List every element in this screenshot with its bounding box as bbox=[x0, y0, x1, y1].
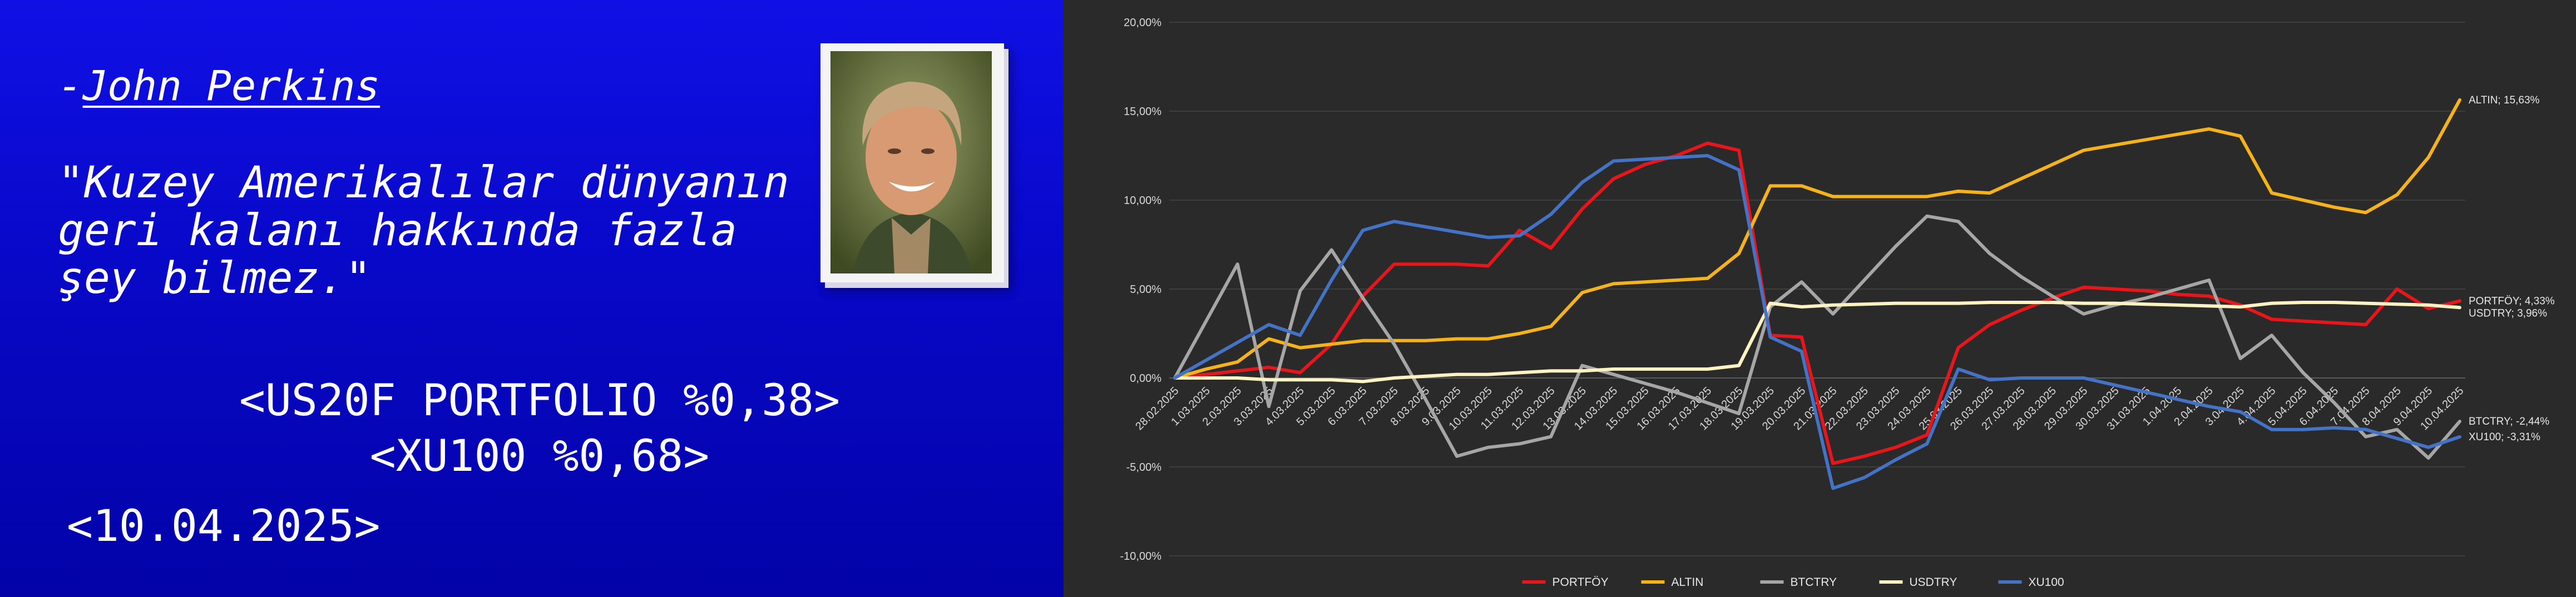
legend-label: BTCTRY bbox=[1791, 576, 1837, 589]
legend-label: PORTFÖY bbox=[1552, 576, 1609, 589]
author-prefix: - bbox=[58, 62, 83, 110]
series-line-altin bbox=[1173, 98, 2461, 380]
end-label-altin: ALTIN; 15,63% bbox=[2469, 94, 2540, 106]
line-chart: 20,00% 15,00% 10,00% 5,00% 0,00% -5,00% -10,00… bbox=[1120, 17, 2555, 589]
series-line-btctry bbox=[1173, 214, 2461, 460]
index-stat: <XU100 %0,68> bbox=[369, 431, 710, 481]
end-label-xu100: XU100; -3,31% bbox=[2469, 431, 2540, 443]
portfolio-stat: <US20F PORTFOLIO %0,38> bbox=[239, 376, 840, 426]
author-photo bbox=[820, 43, 1004, 282]
y-tick-label: 5,00% bbox=[1130, 283, 1161, 296]
chart-panel: 20,00% 15,00% 10,00% 5,00% 0,00% -5,00% -10,00… bbox=[1064, 0, 2576, 597]
report-date: <10.04.2025> bbox=[67, 501, 380, 551]
series-end-labels: ALTIN; 15,63% PORTFÖY; 4,33%USDTRY; 3,96%… bbox=[2469, 94, 2555, 443]
quote-panel: -John Perkins "Kuzey Amerikalılar dünyan… bbox=[0, 0, 1064, 597]
end-label-usdtry: USDTRY; 3,96% bbox=[2469, 307, 2547, 319]
end-label-portföy: PORTFÖY; 4,33% bbox=[2469, 295, 2555, 307]
y-axis-ticks: 20,00% 15,00% 10,00% 5,00% 0,00% -5,00% -10,00… bbox=[1120, 17, 1162, 563]
y-tick-label: 0,00% bbox=[1130, 372, 1161, 385]
series-line-usdtry bbox=[1173, 301, 2461, 384]
y-tick-label: -10,00% bbox=[1120, 550, 1162, 563]
chart-series bbox=[1173, 98, 2461, 490]
y-tick-label: 15,00% bbox=[1124, 106, 1161, 118]
y-tick-label: 10,00% bbox=[1124, 195, 1161, 207]
y-tick-label: -5,00% bbox=[1126, 461, 1162, 474]
end-label-btctry: BTCTRY; -2,44% bbox=[2469, 416, 2549, 427]
author-name: John Perkins bbox=[82, 62, 380, 110]
series-line-xu100 bbox=[1173, 154, 2461, 490]
portrait-image bbox=[830, 51, 992, 273]
chart-grid bbox=[1169, 22, 2465, 556]
legend-label: ALTIN bbox=[1672, 576, 1704, 589]
chart-legend: PORTFÖY ALTIN BTCTRY USDTRY XU100 bbox=[1522, 576, 2064, 589]
quote-author: -John Perkins bbox=[58, 62, 380, 110]
legend-label: USDTRY bbox=[1910, 576, 1957, 589]
legend-label: XU100 bbox=[2029, 576, 2064, 589]
quote-text: "Kuzey Amerikalılar dünyanın geri kalanı… bbox=[58, 158, 789, 304]
y-tick-label: 20,00% bbox=[1124, 17, 1161, 29]
